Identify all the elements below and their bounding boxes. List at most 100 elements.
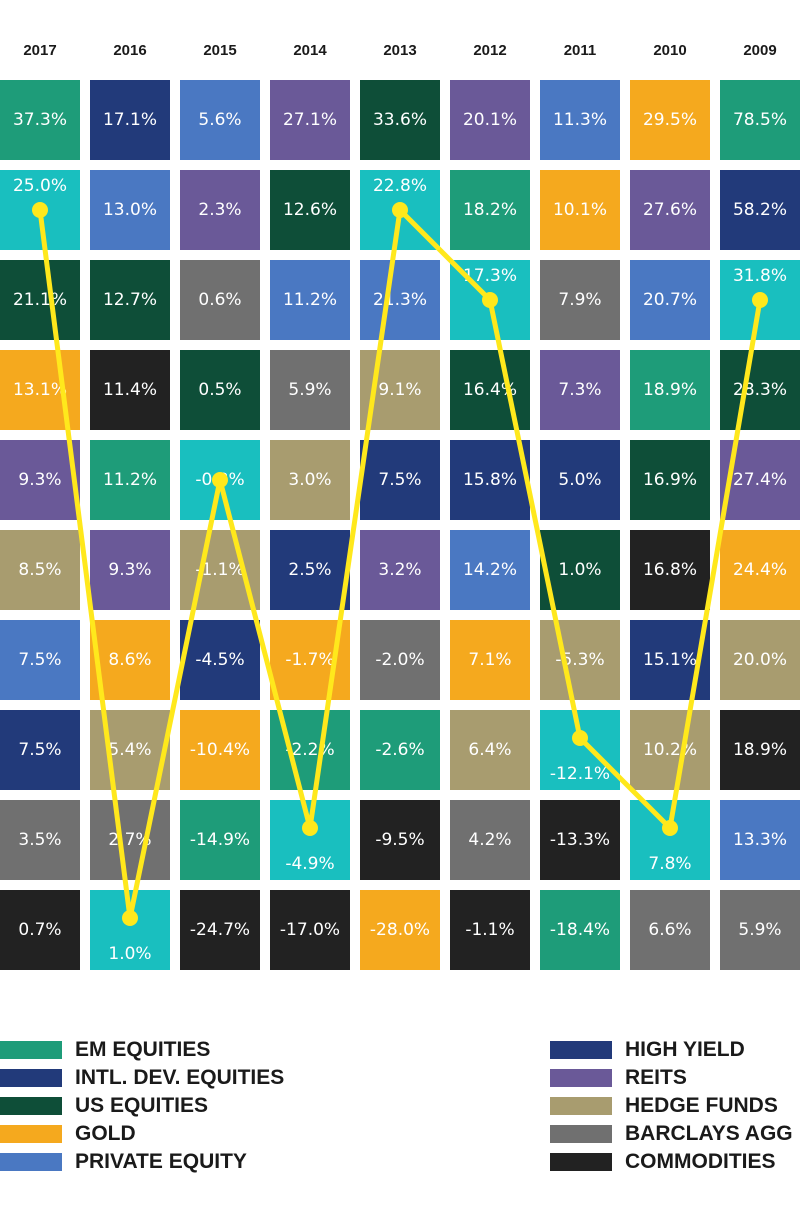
cell-value: -2.6% <box>375 740 425 760</box>
cell-value: -1.1% <box>195 560 245 580</box>
cell-2015-reits: 2.3% <box>180 170 260 250</box>
cell-2013-em: -2.6% <box>360 710 440 790</box>
cell-value: 5.4% <box>108 740 152 760</box>
year-header-2011: 2011 <box>563 42 597 59</box>
cell-2015-hy: -4.5% <box>180 620 260 700</box>
cell-value: -4.9% <box>285 854 335 874</box>
cell-2014-comm: -17.0% <box>270 890 350 970</box>
cell-2013-agg: -2.0% <box>360 620 440 700</box>
cell-2016-agg: 2.7% <box>90 800 170 880</box>
cell-value: 20.7% <box>642 290 697 310</box>
cell-2009-us: 28.3% <box>720 350 800 430</box>
year-header-2010: 2010 <box>653 42 687 59</box>
cell-2015-gold: -10.4% <box>180 710 260 790</box>
cell-2009-agg: 5.9% <box>720 890 800 970</box>
cell-value: 15.8% <box>462 470 517 490</box>
cell-value: 21.3% <box>372 290 427 310</box>
cell-2014-hedge: 3.0% <box>270 440 350 520</box>
legend-label: HEDGE FUNDS <box>625 1094 778 1117</box>
cell-2010-agg: 6.6% <box>630 890 710 970</box>
cell-value: 7.5% <box>18 740 62 760</box>
legend-label: PRIVATE EQUITY <box>75 1150 247 1173</box>
cell-value: 18.9% <box>642 380 697 400</box>
cell-2014-hy: 2.5% <box>270 530 350 610</box>
cell-value: 9.1% <box>378 380 422 400</box>
cell-2014-us: 12.6% <box>270 170 350 250</box>
cell-value: 0.5% <box>198 380 242 400</box>
cell-value: -13.3% <box>549 830 611 850</box>
cell-value: 21.1% <box>12 290 67 310</box>
cell-2015-hedge: -1.1% <box>180 530 260 610</box>
cell-value: 0.7% <box>18 920 62 940</box>
cell-2016-reits: 9.3% <box>90 530 170 610</box>
cell-2012-comm: -1.1% <box>450 890 530 970</box>
cell-value: 3.2% <box>378 560 422 580</box>
cell-value: 1.0% <box>558 560 602 580</box>
legend-swatch <box>0 1069 62 1087</box>
cell-2011-gold: 10.1% <box>540 170 620 250</box>
cell-2011-pe: 11.3% <box>540 80 620 160</box>
cell-value: 5.9% <box>288 380 332 400</box>
cell-value: 16.8% <box>642 560 697 580</box>
cell-value: 7.3% <box>558 380 602 400</box>
cell-2016-em: 11.2% <box>90 440 170 520</box>
cell-value: 27.4% <box>732 470 787 490</box>
cell-2015-comm: -24.7% <box>180 890 260 970</box>
cell-2014-pe: 11.2% <box>270 260 350 340</box>
cell-value: -10.4% <box>189 740 251 760</box>
cell-value: -24.7% <box>189 920 251 940</box>
cell-2017-highlight: 25.0% <box>0 170 80 250</box>
cell-value: 7.5% <box>18 650 62 670</box>
cell-value: 17.1% <box>102 110 157 130</box>
cell-2010-gold: 29.5% <box>630 80 710 160</box>
cell-2016-gold: 8.6% <box>90 620 170 700</box>
cell-value: 18.2% <box>462 200 517 220</box>
cell-value: 18.9% <box>732 740 787 760</box>
cell-2017-reits: 9.3% <box>0 440 80 520</box>
cell-2016-hedge: 5.4% <box>90 710 170 790</box>
cell-2010-highlight: 7.8% <box>630 800 710 880</box>
cell-value: 0.6% <box>198 290 242 310</box>
cell-value: 78.5% <box>732 110 787 130</box>
cell-2016-hy: 17.1% <box>90 80 170 160</box>
cell-value: -2.2% <box>285 740 335 760</box>
cell-2011-hedge: -5.3% <box>540 620 620 700</box>
legend-swatch <box>550 1097 612 1115</box>
cell-value: 7.5% <box>378 470 422 490</box>
cell-2011-agg: 7.9% <box>540 260 620 340</box>
legend-swatch <box>0 1125 62 1143</box>
cell-value: 13.3% <box>732 830 787 850</box>
cell-2010-hy: 15.1% <box>630 620 710 700</box>
cell-2015-highlight: -0.8% <box>180 440 260 520</box>
year-header-2015: 2015 <box>203 42 237 59</box>
cell-value: -9.5% <box>375 830 425 850</box>
cell-2013-hedge: 9.1% <box>360 350 440 430</box>
legend-label: BARCLAYS AGG <box>625 1122 793 1145</box>
cell-value: 20.0% <box>732 650 787 670</box>
legend-swatch <box>0 1153 62 1171</box>
cell-2010-pe: 20.7% <box>630 260 710 340</box>
cell-value: 2.3% <box>198 200 242 220</box>
cell-2011-reits: 7.3% <box>540 350 620 430</box>
cell-value: 27.6% <box>642 200 697 220</box>
cell-value: 16.4% <box>462 380 517 400</box>
cell-2011-comm: -13.3% <box>540 800 620 880</box>
cell-2010-comm: 16.8% <box>630 530 710 610</box>
cell-value: -14.9% <box>189 830 251 850</box>
cell-value: 22.8% <box>372 176 427 196</box>
cell-value: 7.8% <box>648 854 692 874</box>
cell-value: 11.3% <box>552 110 607 130</box>
cell-value: 6.6% <box>648 920 692 940</box>
cell-value: 3.0% <box>288 470 332 490</box>
cell-2009-em: 78.5% <box>720 80 800 160</box>
legend-swatch <box>550 1041 612 1059</box>
cell-value: -1.1% <box>465 920 515 940</box>
cell-2013-highlight: 22.8% <box>360 170 440 250</box>
cell-value: 11.2% <box>282 290 337 310</box>
cell-2009-pe: 13.3% <box>720 800 800 880</box>
legend-swatch <box>550 1125 612 1143</box>
cell-value: 28.3% <box>732 380 787 400</box>
year-header-2013: 2013 <box>383 42 417 59</box>
cell-2013-hy: 7.5% <box>360 440 440 520</box>
cell-2015-pe: 5.6% <box>180 80 260 160</box>
